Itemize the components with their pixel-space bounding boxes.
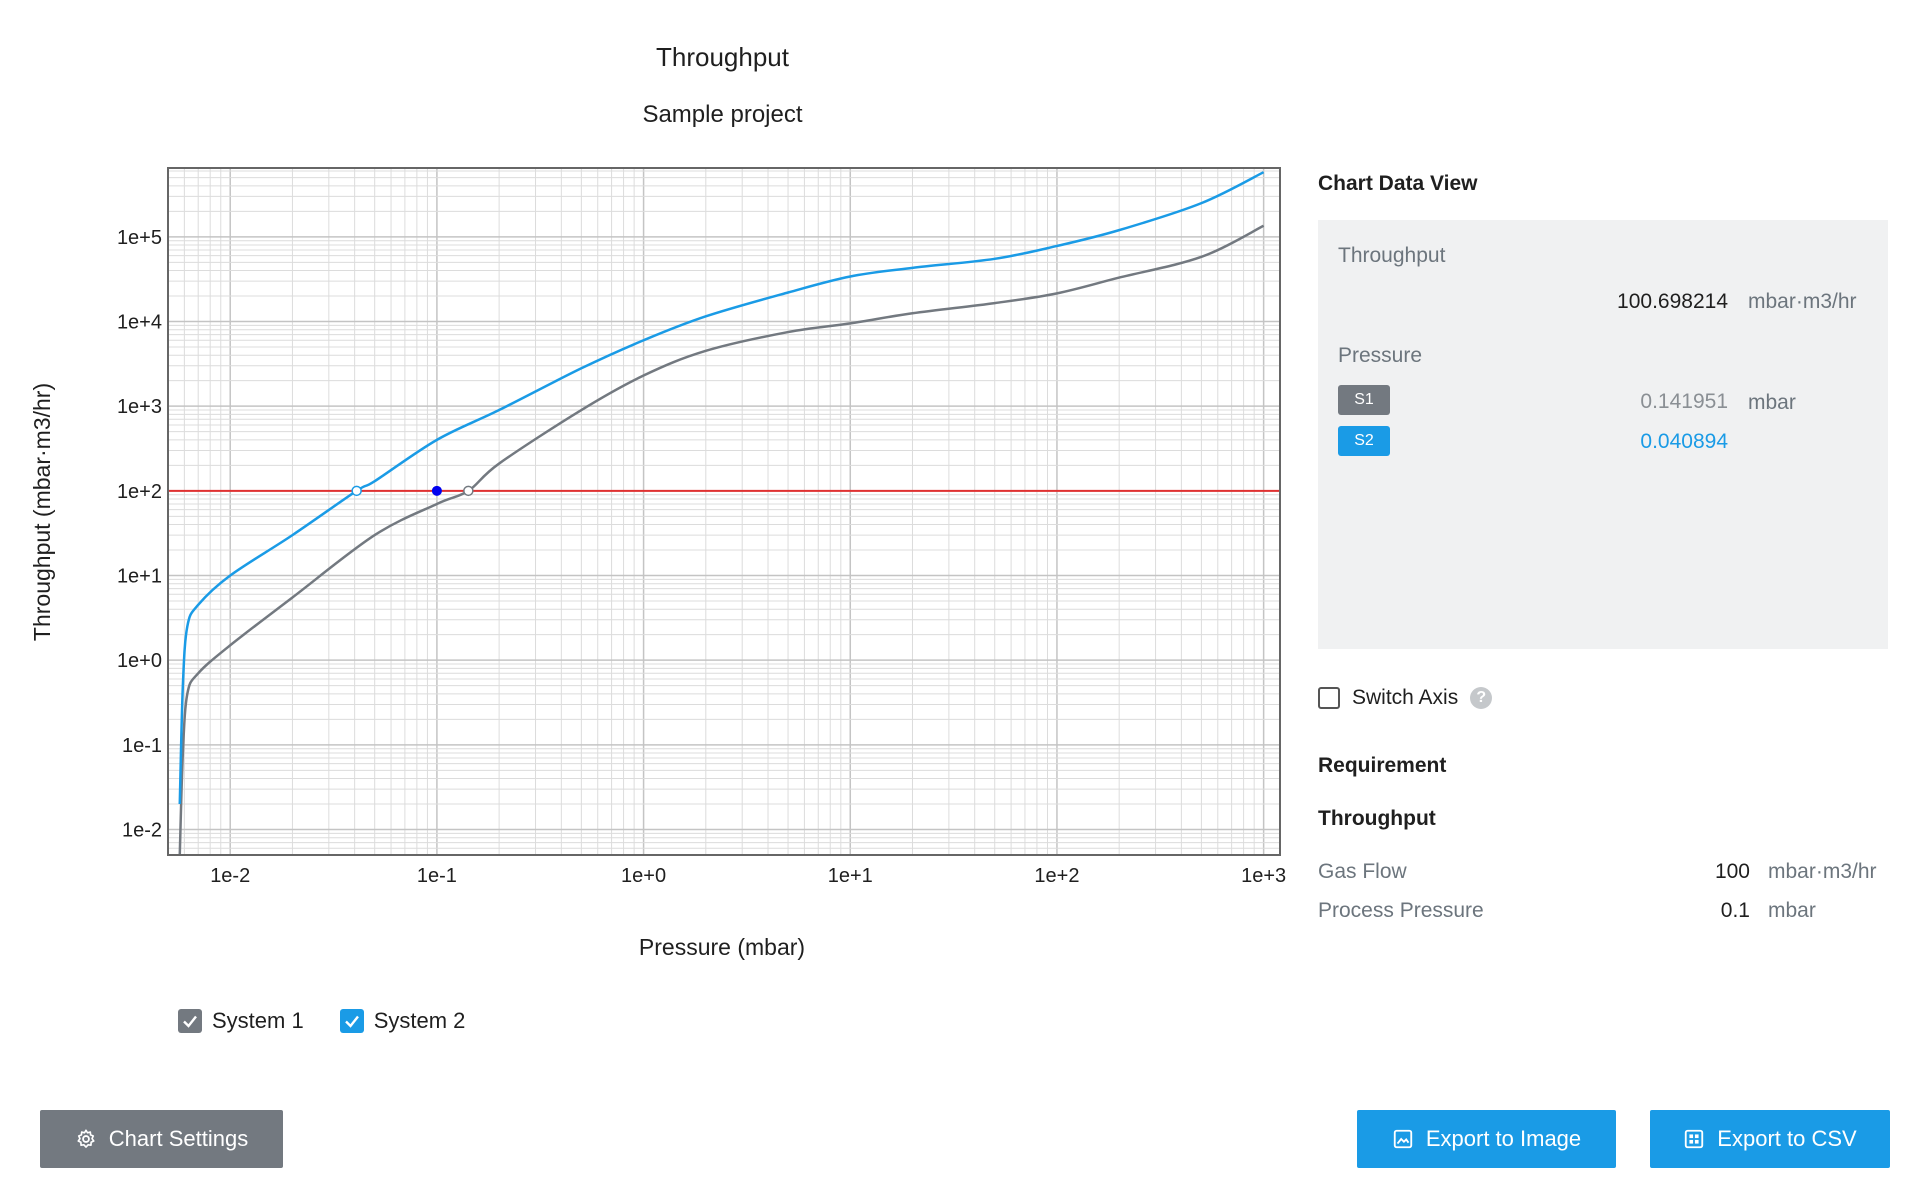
chart-data-view-title: Chart Data View: [1318, 172, 1478, 195]
throughput-value: 100.698214: [1617, 290, 1728, 313]
export-image-button[interactable]: Export to Image: [1357, 1110, 1616, 1168]
x-axis-label: Pressure (mbar): [639, 934, 805, 960]
s1-badge: S1: [1338, 385, 1390, 415]
s1-pressure-value: 0.141951: [1640, 390, 1728, 413]
y-tick-label: 1e+0: [117, 650, 162, 672]
operating-point: [431, 485, 442, 496]
s1-pressure-unit: mbar: [1748, 391, 1796, 414]
system-2-label: System 2: [373, 1008, 466, 1033]
x-tick-label: 1e+2: [1034, 865, 1079, 887]
s2-badge: S2: [1338, 426, 1390, 456]
throughput-chart: 1e-2 1e-1 1e+0 1e+1 1e+2 1e+3 1e-2 1e-1 1e+0 1e+1…: [29, 167, 1286, 960]
question-circle-icon[interactable]: ?: [1470, 687, 1493, 709]
legend-system-1[interactable]: System 1: [178, 1008, 304, 1034]
gear-icon: [77, 1129, 95, 1148]
chart-title: Throughput: [656, 42, 789, 72]
x-tick-label: 1e+0: [621, 865, 666, 887]
y-tick-label: 1e-2: [122, 820, 162, 842]
switch-axis-row[interactable]: Switch Axis ?: [1318, 686, 1493, 710]
y-tick-label: 1e+1: [117, 566, 162, 588]
export-csv-button[interactable]: Export to CSV: [1650, 1110, 1890, 1168]
switch-axis-label: Switch Axis: [1352, 686, 1459, 709]
system-2-checkbox[interactable]: [339, 1009, 364, 1033]
x-tick-label: 1e+3: [1241, 865, 1286, 887]
series-layer: [178, 171, 1265, 856]
system-1-intersection-point: [463, 485, 474, 497]
y-tick-label: 1e-1: [122, 735, 162, 757]
grid-lines: [167, 168, 1280, 856]
switch-axis-checkbox[interactable]: [1318, 687, 1340, 709]
system-2-line: [178, 171, 1265, 805]
x-tick-label: 1e+1: [828, 865, 873, 887]
gas-flow-unit: mbar·m3/hr: [1768, 860, 1877, 883]
legend-system-2[interactable]: System 2: [339, 1008, 466, 1034]
y-tick-label: 1e+5: [117, 227, 162, 249]
gas-flow-value: 100: [1714, 860, 1750, 883]
check-icon: [183, 1015, 197, 1028]
export-csv-label: Export to CSV: [1717, 1126, 1857, 1151]
system-1-checkbox[interactable]: [178, 1009, 202, 1033]
s2-pressure-value: 0.040894: [1640, 430, 1728, 453]
marks-layer: [168, 485, 1280, 497]
y-tick-label: 1e+2: [117, 481, 162, 503]
y-tick-label: 1e+3: [117, 396, 162, 418]
process-pressure-value: 0.1: [1720, 899, 1750, 922]
chart-settings-label: Chart Settings: [108, 1126, 249, 1151]
system-1-label: System 1: [212, 1008, 304, 1033]
x-tick-label: 1e-2: [210, 865, 250, 887]
image-icon: [1393, 1129, 1413, 1149]
requirement-subtitle: Throughput: [1318, 807, 1436, 830]
chart-legend: System 1 System 2: [178, 1008, 465, 1034]
system-2-intersection-point: [351, 485, 362, 497]
tick-labels: 1e-2 1e-1 1e+0 1e+1 1e+2 1e+3 1e-2 1e-1 1e+0 1e+1…: [117, 227, 1286, 887]
throughput-label: Throughput: [1338, 244, 1446, 267]
system-1-line: [178, 224, 1265, 856]
chart-data-view-box: Throughput 100.698214 mbar·m3/hr Pressur…: [1318, 220, 1888, 649]
gas-flow-label: Gas Flow: [1318, 860, 1407, 883]
requirement-title: Requirement: [1318, 754, 1447, 777]
y-axis-label: Throughput (mbar·m3/hr): [29, 383, 55, 641]
throughput-unit: mbar·m3/hr: [1748, 290, 1857, 313]
export-image-label: Export to Image: [1425, 1126, 1582, 1151]
check-icon: [344, 1015, 359, 1028]
chart-settings-button[interactable]: Chart Settings: [40, 1110, 283, 1168]
x-tick-label: 1e-1: [417, 865, 457, 887]
table-icon: [1685, 1129, 1704, 1149]
chart-subtitle: Sample project: [642, 101, 803, 128]
process-pressure-label: Process Pressure: [1318, 899, 1484, 922]
plot-frame: [167, 167, 1281, 856]
pressure-label: Pressure: [1338, 344, 1423, 367]
y-tick-label: 1e+4: [117, 311, 162, 333]
process-pressure-unit: mbar: [1768, 899, 1816, 922]
